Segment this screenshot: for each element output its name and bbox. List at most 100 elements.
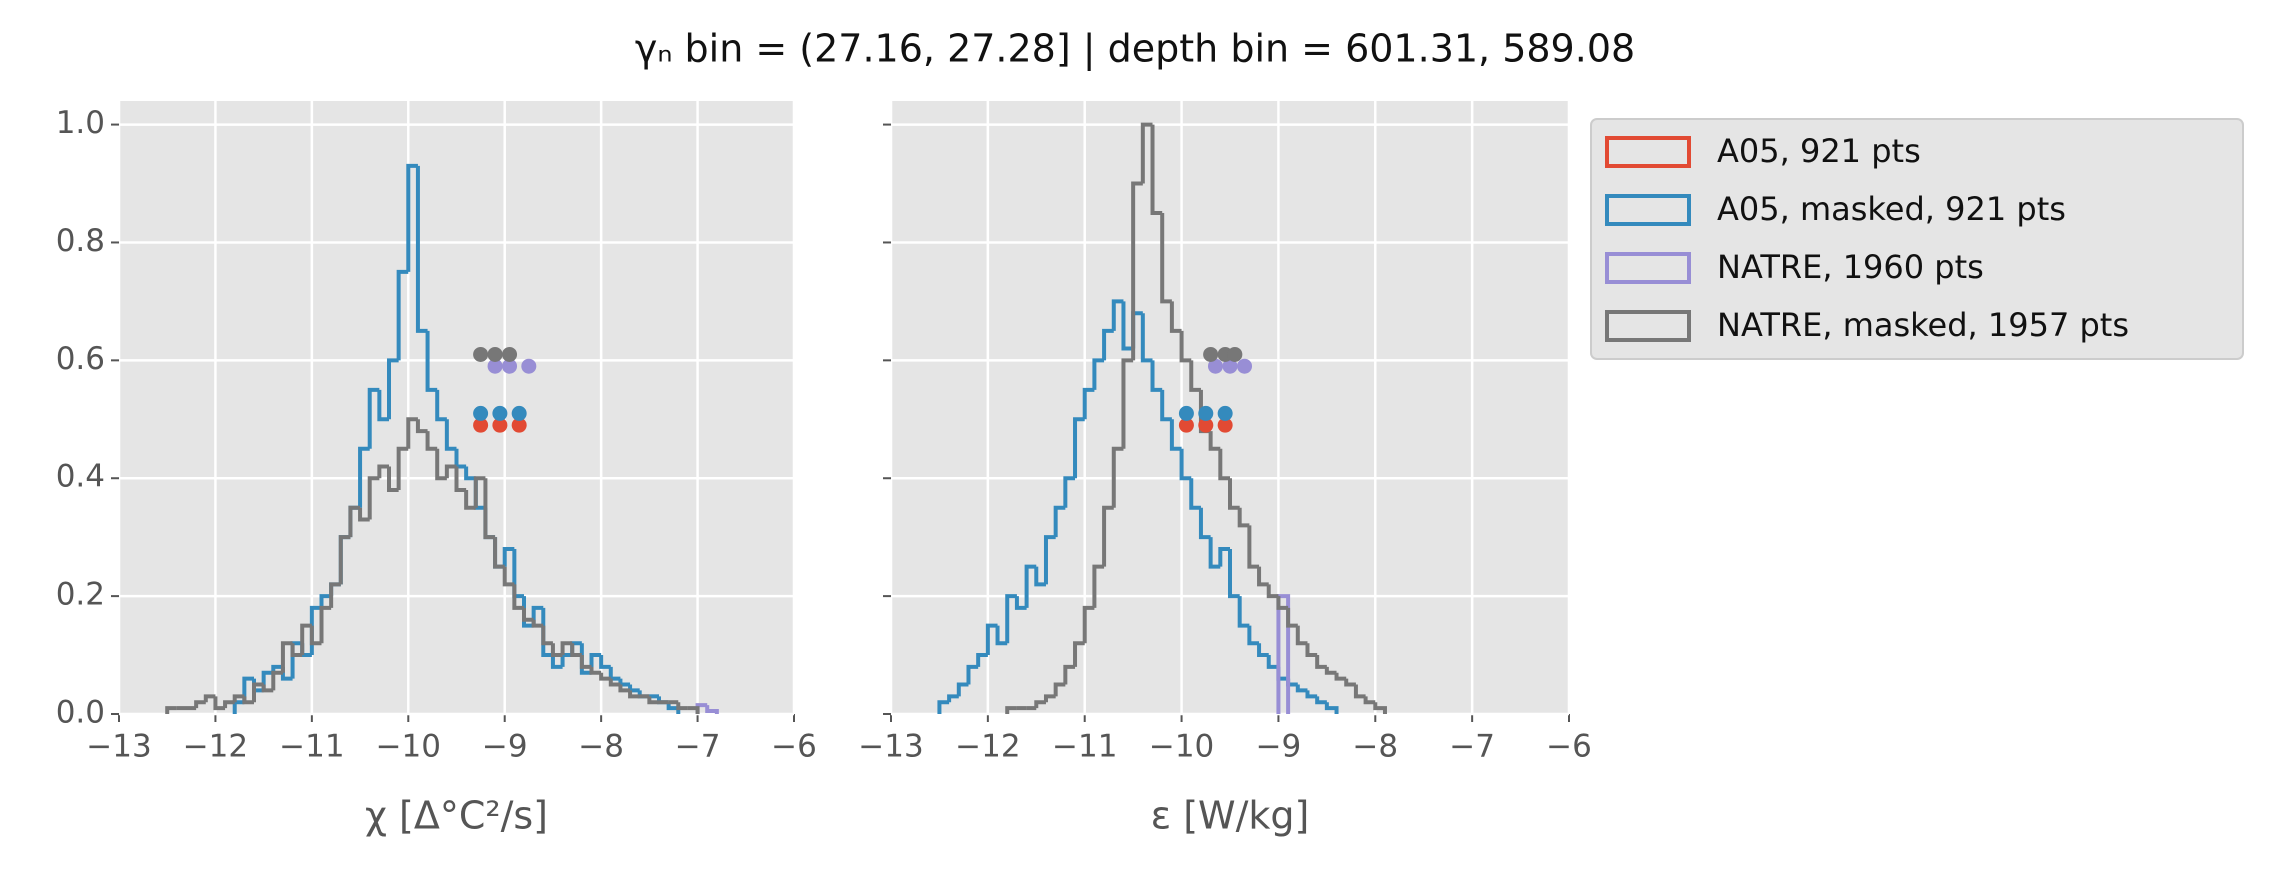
histogram-step: [1102, 505, 1114, 567]
histogram-step: [550, 643, 563, 658]
histogram-step: [687, 706, 700, 714]
histogram-step: [1247, 625, 1260, 646]
histogram-step: [387, 466, 399, 493]
mean-dot: [492, 417, 508, 433]
histogram-step: [1324, 666, 1337, 675]
mean-dot: [1222, 358, 1238, 374]
x-tick-label: −11: [1052, 729, 1117, 765]
histogram-step: [1295, 684, 1308, 693]
histogram-step: [1208, 431, 1221, 451]
y-tick-label: 0.6: [56, 341, 105, 377]
mean-dot: [1227, 346, 1243, 362]
mean-dot: [1237, 358, 1253, 374]
histogram-step: [1082, 605, 1095, 644]
histogram-step: [1208, 537, 1221, 569]
histogram-step: [1324, 702, 1339, 714]
mean-dot: [1178, 417, 1194, 433]
histogram-step: [1140, 122, 1153, 184]
x-tick-label: −12: [183, 729, 248, 765]
histogram-step: [1150, 124, 1163, 215]
histogram-step: [406, 417, 418, 449]
histogram-step: [1063, 476, 1076, 508]
histogram-step: [1315, 696, 1327, 705]
histogram-step: [473, 476, 486, 508]
histogram-step: [550, 655, 563, 669]
histogram-step: [1266, 655, 1279, 669]
histogram-step: [1266, 584, 1279, 599]
legend-label: NATRE, 1960 pts: [1717, 248, 1984, 286]
histogram-step: [1111, 299, 1124, 331]
histogram-step: [676, 702, 688, 711]
x-tick-label: −12: [955, 729, 1020, 765]
histogram-step: [1344, 678, 1356, 687]
histogram-step: [1247, 525, 1260, 569]
legend-label: NATRE, masked, 1957 pts: [1717, 306, 2129, 344]
histogram-step: [1237, 596, 1250, 628]
histogram-step: [1150, 360, 1163, 392]
histogram-step: [1218, 546, 1230, 567]
histogram-step: [1305, 643, 1318, 658]
histogram-step: [1353, 684, 1366, 699]
histogram-step: [1102, 328, 1114, 361]
legend-swatch: [1605, 194, 1691, 226]
histogram-step: [358, 507, 370, 522]
legend-swatch: [1605, 310, 1691, 342]
x-tick-label: −13: [86, 729, 151, 765]
histogram-step: [1257, 643, 1269, 658]
histogram-step: [242, 696, 254, 705]
histogram-step: [1276, 596, 1289, 610]
x-tick-label: −6: [1546, 729, 1592, 765]
histogram-step: [541, 625, 553, 646]
histogram-step: [1286, 607, 1298, 628]
histogram-step: [338, 535, 351, 585]
histogram-step: [348, 505, 361, 538]
x-tick-label: −6: [771, 729, 817, 765]
histogram-step: [396, 269, 409, 361]
histogram-step: [1034, 700, 1046, 709]
legend-label: A05, masked, 921 pts: [1717, 190, 2066, 228]
histogram-step: [1295, 625, 1308, 646]
histogram-step: [377, 389, 389, 422]
mean-dot: [473, 405, 489, 421]
histogram-step: [560, 641, 573, 656]
mean-dot: [1217, 405, 1233, 421]
histogram-step: [956, 682, 969, 697]
histogram-step: [435, 448, 447, 481]
x-tick-label: −10: [376, 729, 441, 765]
x-tick-label: −8: [1352, 729, 1398, 765]
x-tick-label: −10: [1149, 729, 1214, 765]
histogram-step: [1189, 478, 1201, 510]
y-tick-label: 0.2: [56, 577, 105, 613]
mean-dot: [1198, 417, 1214, 433]
mean-dot: [473, 346, 489, 362]
x-tick-label: −11: [279, 729, 344, 765]
histogram-step: [1063, 664, 1076, 685]
histogram-step: [522, 607, 534, 622]
histogram-step: [1053, 682, 1066, 697]
histogram-step: [1043, 694, 1056, 703]
histogram-step: [1169, 419, 1182, 451]
histogram-step: [628, 690, 640, 699]
histogram-step: [261, 670, 274, 691]
y-tick-label: 1.0: [56, 105, 105, 141]
histogram-step: [415, 165, 428, 333]
histogram-step: [454, 466, 467, 493]
histogram-step: [1073, 417, 1085, 479]
histogram-step: [309, 625, 322, 646]
histogram-step: [367, 476, 380, 520]
mean-dot: [1203, 346, 1219, 362]
histogram-step: [1014, 596, 1027, 610]
histogram-step: [531, 619, 544, 628]
histogram-step: [319, 605, 332, 644]
histogram-step: [1228, 478, 1240, 510]
histogram-step: [599, 672, 611, 681]
histogram-step: [541, 607, 553, 658]
mean-dot: [473, 417, 489, 433]
histogram-step: [1073, 641, 1085, 667]
histogram-step: [1034, 566, 1046, 587]
x-tick-label: −7: [1449, 729, 1495, 765]
histogram-step: [1189, 360, 1201, 392]
histogram-step: [666, 702, 681, 714]
histogram-step: [300, 623, 312, 656]
histogram-step: [387, 358, 399, 420]
